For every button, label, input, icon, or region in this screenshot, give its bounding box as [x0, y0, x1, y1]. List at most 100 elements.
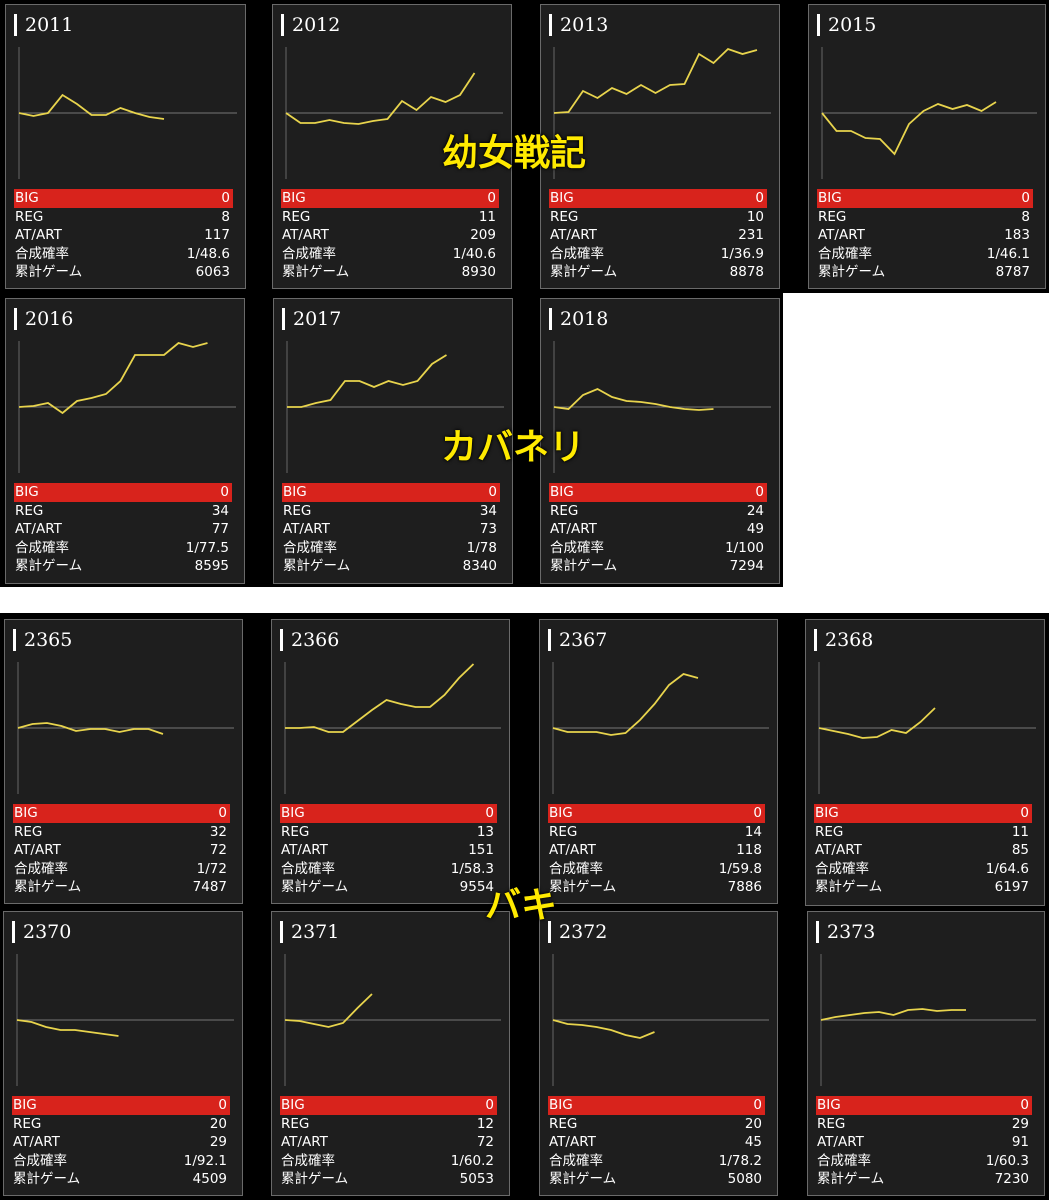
stat-value-reg: 13: [476, 823, 494, 840]
stat-label-reg: REG: [14, 823, 43, 840]
graph-line: [553, 47, 758, 114]
stat-value-atart: 45: [744, 1134, 762, 1151]
slump-graph: [818, 662, 1036, 794]
stat-value-rate: 1/40.6: [452, 245, 496, 262]
machine-card-2015[interactable]: 2015 BIG 0 REG 8 AT/ART 183 合成確率 1/46.1 累計ゲーム 8787: [808, 4, 1046, 289]
stat-label-big: BIG: [818, 190, 842, 206]
stat-value-big: 0: [485, 1097, 494, 1113]
stat-label-rate: 合成確率: [283, 539, 337, 556]
stat-value-games: 8595: [194, 558, 229, 575]
stat-value-reg: 11: [478, 208, 496, 225]
stat-row-reg: REG 14: [548, 823, 765, 842]
stat-row-reg: REG 13: [280, 823, 497, 842]
slump-graph: [284, 662, 501, 794]
stat-row-rate: 合成確率 1/40.6: [281, 245, 499, 264]
machine-card-2366[interactable]: 2366 BIG 0 REG 13 AT/ART 151 合成確率 1/58.3 累計ゲーム 955…: [271, 619, 510, 904]
stat-row-reg: REG 11: [281, 208, 499, 227]
stat-row-reg: REG 8: [817, 208, 1033, 227]
stat-label-games: 累計ゲーム: [817, 1171, 885, 1188]
stat-label-games: 累計ゲーム: [14, 879, 82, 896]
stat-label-games: 累計ゲーム: [281, 1171, 349, 1188]
machine-card-2371[interactable]: 2371 BIG 0 REG 12 AT/ART 72 合成確率 1/60.2 累計ゲーム 5053: [271, 911, 510, 1196]
stat-label-rate: 合成確率: [817, 1152, 871, 1169]
machine-card-2368[interactable]: 2368 BIG 0 REG 11 AT/ART 85 合成確率 1/64.6 累計ゲーム 6197: [805, 619, 1045, 906]
stat-label-rate: 合成確率: [815, 860, 869, 877]
machine-card-2017[interactable]: 2017 BIG 0 REG 34 AT/ART 73 合成確率 1/78 累計ゲーム 8340: [273, 298, 513, 584]
stat-value-big: 0: [220, 484, 229, 500]
stats-table: BIG 0 REG 14 AT/ART 118 合成確率 1/59.8 累計ゲーム 7886: [548, 804, 765, 897]
stat-value-big: 0: [1021, 190, 1030, 206]
stat-value-rate: 1/60.3: [985, 1152, 1029, 1169]
stat-label-reg: REG: [818, 208, 847, 225]
stat-value-games: 5053: [459, 1171, 494, 1188]
stat-row-big: BIG 0: [280, 1096, 497, 1115]
stat-row-games: 累計ゲーム 7230: [816, 1170, 1032, 1189]
stat-label-big: BIG: [15, 190, 39, 206]
stats-table: BIG 0 REG 24 AT/ART 49 合成確率 1/100 累計ゲーム 7294: [549, 483, 767, 576]
machine-card-2370[interactable]: 2370 BIG 0 REG 20 AT/ART 29 合成確率 1/92.1 累計ゲーム 4509: [3, 911, 243, 1196]
machine-card-2011[interactable]: 2011 BIG 0 REG 8 AT/ART 117 合成確率 1/48.6 累計ゲーム 6063: [5, 4, 246, 289]
stat-value-rate: 1/46.1: [986, 245, 1030, 262]
graph-line: [285, 72, 476, 125]
stat-label-games: 累計ゲーム: [549, 1171, 617, 1188]
machine-card-2372[interactable]: 2372 BIG 0 REG 20 AT/ART 45 合成確率 1/78.2 累計ゲーム 5080: [539, 911, 778, 1196]
slump-graph: [552, 662, 769, 794]
stat-value-atart: 117: [204, 227, 230, 244]
stat-value-rate: 1/100: [725, 539, 764, 556]
stat-value-rate: 1/59.8: [718, 860, 762, 877]
stat-label-atart: AT/ART: [15, 521, 62, 538]
stat-label-games: 累計ゲーム: [282, 264, 350, 281]
graph-line: [552, 1019, 655, 1039]
stat-label-atart: AT/ART: [550, 521, 597, 538]
stats-table: BIG 0 REG 13 AT/ART 151 合成確率 1/58.3 累計ゲーム 9554: [280, 804, 497, 897]
stat-row-atart: AT/ART 72: [13, 841, 230, 860]
stat-label-games: 累計ゲーム: [550, 558, 618, 575]
stat-label-atart: AT/ART: [549, 1134, 596, 1151]
slump-graph: [286, 341, 504, 473]
machine-number: 2011: [14, 14, 73, 36]
machine-card-2018[interactable]: 2018 BIG 0 REG 24 AT/ART 49 合成確率 1/100 累計ゲーム 7294: [540, 298, 780, 584]
stat-value-reg: 34: [211, 502, 229, 519]
stat-row-atart: AT/ART 117: [14, 226, 233, 245]
stat-value-games: 7230: [994, 1171, 1029, 1188]
stat-label-big: BIG: [283, 484, 307, 500]
machine-card-2013[interactable]: 2013 BIG 0 REG 10 AT/ART 231 合成確率 1/36.9 累計ゲーム 887…: [540, 4, 780, 289]
stat-label-games: 累計ゲーム: [13, 1171, 81, 1188]
slump-graph: [18, 341, 236, 473]
stat-value-reg: 8: [221, 208, 230, 225]
stats-table: BIG 0 REG 20 AT/ART 45 合成確率 1/78.2 累計ゲーム 5080: [548, 1096, 765, 1189]
stat-value-games: 9554: [459, 879, 494, 896]
stat-row-atart: AT/ART 209: [281, 226, 499, 245]
machine-number: 2013: [549, 14, 608, 36]
stat-row-big: BIG 0: [817, 189, 1033, 208]
stat-value-rate: 1/48.6: [186, 245, 230, 262]
stat-row-games: 累計ゲーム 8595: [14, 557, 232, 576]
stat-value-games: 5080: [727, 1171, 762, 1188]
machine-card-2373[interactable]: 2373 BIG 0 REG 29 AT/ART 91 合成確率 1/60.3 累計ゲーム 7230: [807, 911, 1045, 1196]
slump-graph: [553, 47, 771, 179]
stat-row-atart: AT/ART 73: [282, 520, 500, 539]
graph-line: [18, 342, 208, 415]
stat-label-big: BIG: [15, 484, 39, 500]
stat-row-big: BIG 0: [814, 804, 1032, 823]
stat-value-atart: 91: [1011, 1134, 1029, 1151]
stat-label-rate: 合成確率: [550, 245, 604, 262]
stat-row-atart: AT/ART 91: [816, 1133, 1032, 1152]
stat-row-atart: AT/ART 29: [12, 1133, 230, 1152]
stat-row-games: 累計ゲーム 6063: [14, 263, 233, 282]
stat-row-rate: 合成確率 1/58.3: [280, 860, 497, 879]
stat-row-big: BIG 0: [14, 189, 233, 208]
machine-card-2367[interactable]: 2367 BIG 0 REG 14 AT/ART 118 合成確率 1/59.8 累計ゲーム 788…: [539, 619, 778, 904]
stat-value-rate: 1/78: [466, 539, 497, 556]
machine-card-2012[interactable]: 2012 BIG 0 REG 11 AT/ART 209 合成確率 1/40.6 累計ゲーム 893…: [272, 4, 512, 289]
machine-number: 2370: [12, 921, 71, 943]
machine-number: 2365: [13, 629, 72, 651]
stat-label-rate: 合成確率: [281, 1152, 335, 1169]
machine-card-2365[interactable]: 2365 BIG 0 REG 32 AT/ART 72 合成確率 1/72 累計ゲーム 7487: [4, 619, 243, 904]
stat-row-games: 累計ゲーム 6197: [814, 878, 1032, 897]
stats-table: BIG 0 REG 34 AT/ART 73 合成確率 1/78 累計ゲーム 8340: [282, 483, 500, 576]
machine-card-2016[interactable]: 2016 BIG 0 REG 34 AT/ART 77 合成確率 1/77.5 累計ゲーム 8595: [5, 298, 245, 584]
stat-label-reg: REG: [815, 823, 844, 840]
stat-row-atart: AT/ART 77: [14, 520, 232, 539]
stat-row-big: BIG 0: [12, 1096, 230, 1115]
